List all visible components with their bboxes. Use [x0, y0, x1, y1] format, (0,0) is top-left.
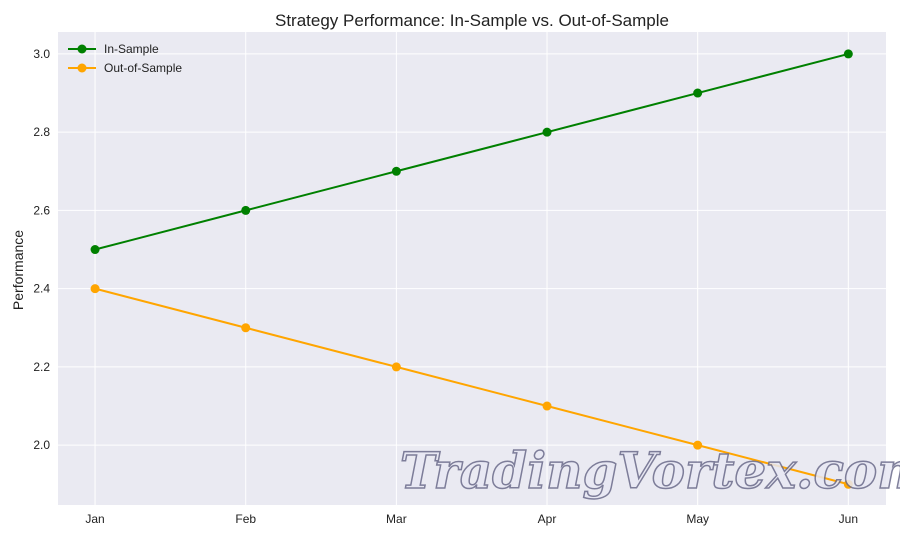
x-tick-label: Jan	[85, 512, 104, 526]
data-point	[843, 479, 853, 489]
data-point	[391, 362, 401, 372]
watermark-logo: TradingVortex.com	[400, 441, 900, 500]
x-tick-label: Jun	[839, 512, 858, 526]
y-tick-label: 2.0	[33, 438, 50, 452]
data-point	[241, 323, 251, 333]
data-point	[391, 166, 401, 176]
y-tick-label: 2.4	[33, 282, 50, 296]
legend-marker	[77, 63, 87, 73]
data-point	[843, 49, 853, 59]
chart-title: Strategy Performance: In-Sample vs. Out-…	[275, 11, 669, 30]
legend: In-Sample Out-of-Sample	[68, 42, 182, 75]
y-tick-label: 3.0	[33, 47, 50, 61]
x-tick-label: May	[686, 512, 709, 526]
data-point	[542, 127, 552, 137]
data-point	[693, 440, 703, 450]
y-tick-label: 2.8	[33, 125, 50, 139]
y-tick-label: 2.6	[33, 203, 50, 217]
data-point	[90, 245, 100, 255]
data-point	[90, 284, 100, 294]
data-point	[542, 401, 552, 411]
series-line	[94, 52, 849, 251]
legend-marker	[77, 44, 87, 54]
x-tick-label: Mar	[386, 512, 407, 526]
legend-label: In-Sample	[104, 42, 159, 56]
data-point	[241, 205, 251, 215]
x-tick-label: Feb	[235, 512, 256, 526]
y-axis-label: Performance	[10, 230, 26, 310]
series-line	[94, 287, 849, 486]
data-point	[693, 88, 703, 98]
x-tick-label: Apr	[538, 512, 557, 526]
y-tick-label: 2.2	[33, 360, 50, 374]
legend-label: Out-of-Sample	[104, 61, 182, 75]
plot-area	[58, 32, 886, 505]
